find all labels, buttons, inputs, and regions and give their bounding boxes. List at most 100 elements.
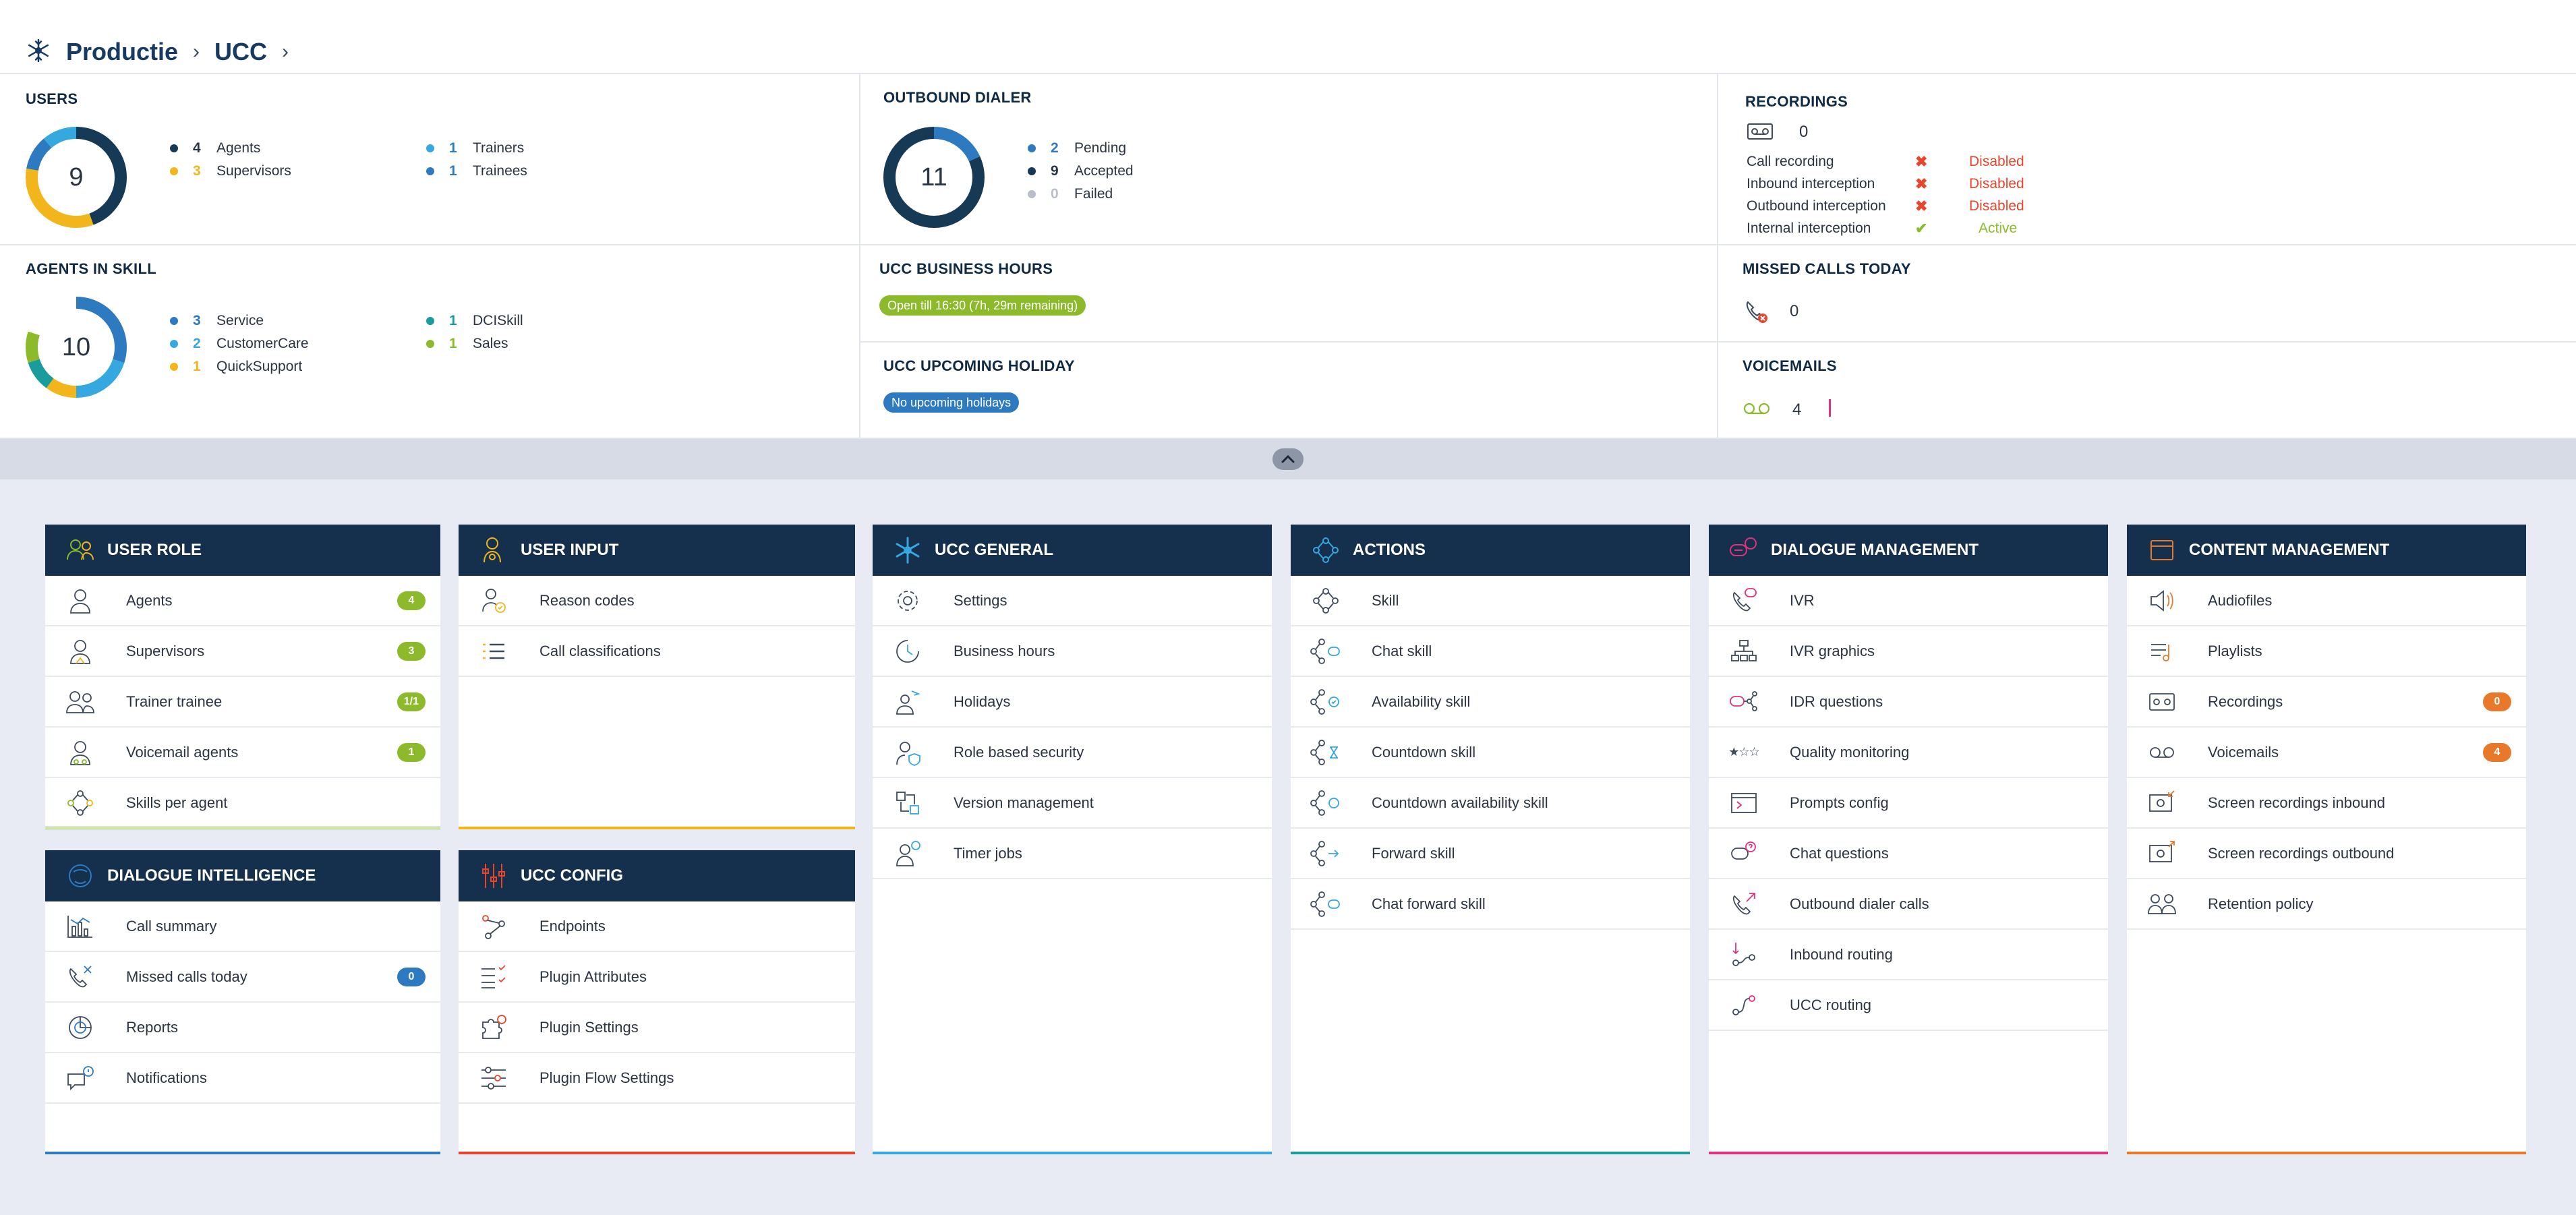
menu-item-skills-per-agent[interactable]: Skills per agent — [45, 778, 440, 829]
card-header[interactable]: CONTENT MANAGEMENT — [2127, 525, 2526, 576]
menu-item-call-summary[interactable]: Call summary — [45, 901, 440, 952]
menu-item-countdown-availability-skill[interactable]: Countdown availability skill — [1291, 778, 1690, 829]
legend-trainers[interactable]: 1 Trainers — [426, 140, 561, 156]
plugin-flow-icon — [476, 1061, 511, 1096]
menu-item-quality-monitoring[interactable]: ★☆☆ Quality monitoring — [1709, 728, 2108, 778]
outbound-legend: 2 Pending 9 Accepted 0 Failed — [1028, 140, 1230, 202]
menu-item-reason-codes[interactable]: Reason codes — [459, 576, 855, 626]
legend-customercare[interactable]: 2 CustomerCare — [170, 336, 426, 352]
menu-item-ucc-routing[interactable]: UCC routing — [1709, 980, 2108, 1031]
legend-sales[interactable]: 1 Sales — [426, 336, 561, 352]
menu-item-chat-questions[interactable]: Chat questions — [1709, 829, 2108, 879]
collapse-button[interactable] — [1272, 448, 1304, 470]
card-header[interactable]: UCC GENERAL — [873, 525, 1272, 576]
menu-item-screen-recordings-inbound[interactable]: Screen recordings inbound — [2127, 778, 2526, 829]
cross-icon: ✖ — [1915, 175, 1928, 192]
recording-icon — [1747, 121, 1774, 145]
menu-item-voicemail-agents[interactable]: Voicemail agents 1 — [45, 728, 440, 778]
menu-item-trainer-trainee[interactable]: Trainer trainee 1/1 — [45, 677, 440, 728]
menu-item-outbound-dialer-calls[interactable]: Outbound dialer calls — [1709, 879, 2108, 930]
menu-item-audiofiles[interactable]: Audiofiles — [2127, 576, 2526, 626]
card-header[interactable]: DIALOGUE INTELLIGENCE — [45, 850, 440, 901]
menu-item-ivr[interactable]: IVR — [1709, 576, 2108, 626]
menu-item-screen-recordings-outbound[interactable]: Screen recordings outbound — [2127, 829, 2526, 879]
agent-icon — [63, 583, 98, 618]
endpoint-icon — [476, 909, 511, 944]
users-panel[interactable]: USERS 9 4 Agents 1 Trainers 3 Supervisors 1… — [0, 74, 860, 245]
menu-item-inbound-routing[interactable]: Inbound routing — [1709, 930, 2108, 980]
menu-item-availability-skill[interactable]: Availability skill — [1291, 677, 1690, 728]
chat-forward-icon — [1308, 887, 1343, 922]
menu-item-call-classifications[interactable]: Call classifications — [459, 626, 855, 677]
legend-pending[interactable]: 2 Pending — [1028, 140, 1230, 156]
ivr-icon — [1726, 583, 1761, 618]
breadcrumb: Productie › UCC › — [26, 35, 289, 69]
menu-item-role-based-security[interactable]: Role based security — [873, 728, 1272, 778]
menu-item-business-hours[interactable]: Business hours — [873, 626, 1272, 677]
menu-item-reports[interactable]: Reports — [45, 1003, 440, 1053]
menu-item-version-management[interactable]: Version management — [873, 778, 1272, 829]
breadcrumb-productie[interactable]: Productie — [66, 38, 179, 65]
voicemail-icon — [2144, 735, 2179, 770]
menu-item-prompts-config[interactable]: Prompts config — [1709, 778, 2108, 829]
reason-codes-icon — [476, 583, 511, 618]
countdown-availability-icon — [1308, 786, 1343, 821]
legend-quicksupport[interactable]: 1 QuickSupport — [170, 359, 426, 375]
card-header[interactable]: USER ROLE — [45, 525, 440, 576]
menu-item-endpoints[interactable]: Endpoints — [459, 901, 855, 952]
legend-failed[interactable]: 0 Failed — [1028, 186, 1230, 202]
legend-accepted[interactable]: 9 Accepted — [1028, 163, 1230, 179]
menu-item-missed-calls-today[interactable]: Missed calls today 0 — [45, 952, 440, 1003]
breadcrumb-ucc[interactable]: UCC — [214, 38, 268, 65]
outbound-call-icon — [1726, 887, 1761, 922]
menu-item-chat-skill[interactable]: Chat skill — [1291, 626, 1690, 677]
retention-icon — [2144, 887, 2179, 922]
legend-trainees[interactable]: 1 Trainees — [426, 163, 561, 179]
skill-icon — [1308, 583, 1343, 618]
legend-agents[interactable]: 4 Agents — [170, 140, 426, 156]
holiday-title: UCC UPCOMING HOLIDAY — [883, 357, 1075, 374]
menu-item-idr-questions[interactable]: IDR questions — [1709, 677, 2108, 728]
menu-item-skill[interactable]: Skill — [1291, 576, 1690, 626]
menu-item-forward-skill[interactable]: Forward skill — [1291, 829, 1690, 879]
users-total: 9 — [69, 162, 84, 191]
holiday-panel[interactable]: UCC UPCOMING HOLIDAY No upcoming holiday… — [860, 343, 1718, 439]
menu-item-retention-policy[interactable]: Retention policy — [2127, 879, 2526, 930]
count-badge: 0 — [397, 967, 426, 986]
legend-dciskill[interactable]: 1 DCISkill — [426, 313, 561, 329]
menu-item-notifications[interactable]: Notifications — [45, 1053, 440, 1104]
holiday-icon — [890, 684, 925, 719]
menu-item-countdown-skill[interactable]: Countdown skill — [1291, 728, 1690, 778]
menu-item-plugin-attributes[interactable]: Plugin Attributes — [459, 952, 855, 1003]
card-header[interactable]: DIALOGUE MANAGEMENT — [1709, 525, 2108, 576]
menu-item-recordings[interactable]: Recordings 0 — [2127, 677, 2526, 728]
legend-supervisors[interactable]: 3 Supervisors — [170, 163, 426, 179]
menu-item-voicemails[interactable]: Voicemails 4 — [2127, 728, 2526, 778]
menu-item-settings[interactable]: Settings — [873, 576, 1272, 626]
menu-item-plugin-flow-settings[interactable]: Plugin Flow Settings — [459, 1053, 855, 1104]
users-donut: 9 — [24, 125, 128, 229]
snowflake-icon — [890, 533, 925, 568]
missed-calls-panel[interactable]: MISSED CALLS TODAY 0 — [1718, 245, 2576, 343]
card-header[interactable]: ACTIONS — [1291, 525, 1690, 576]
menu-item-holidays[interactable]: Holidays — [873, 677, 1272, 728]
card-header[interactable]: USER INPUT — [459, 525, 855, 576]
business-hours-panel[interactable]: UCC BUSINESS HOURS Open till 16:30 (7h, … — [860, 245, 1718, 343]
menu-item-playlists[interactable]: Playlists — [2127, 626, 2526, 677]
card-header[interactable]: UCC CONFIG — [459, 850, 855, 901]
menu-item-plugin-settings[interactable]: Plugin Settings — [459, 1003, 855, 1053]
legend-service[interactable]: 3 Service — [170, 313, 426, 329]
menu-item-chat-forward-skill[interactable]: Chat forward skill — [1291, 879, 1690, 930]
menu-item-ivr-graphics[interactable]: IVR graphics — [1709, 626, 2108, 677]
outbound-donut: 11 — [882, 125, 986, 229]
menu-item-supervisors[interactable]: Supervisors 3 — [45, 626, 440, 677]
menu-item-agents[interactable]: Agents 4 — [45, 576, 440, 626]
menu-item-timer-jobs[interactable]: Timer jobs — [873, 829, 1272, 879]
voicemails-panel[interactable]: VOICEMAILS 4 — [1718, 343, 2576, 439]
agents-in-skill-total: 10 — [61, 332, 91, 361]
recordings-panel[interactable]: RECORDINGS 0 Call recording ✖ Disabled Inb… — [1718, 74, 2576, 245]
idr-icon — [1726, 684, 1761, 719]
availability-skill-icon — [1308, 684, 1343, 719]
